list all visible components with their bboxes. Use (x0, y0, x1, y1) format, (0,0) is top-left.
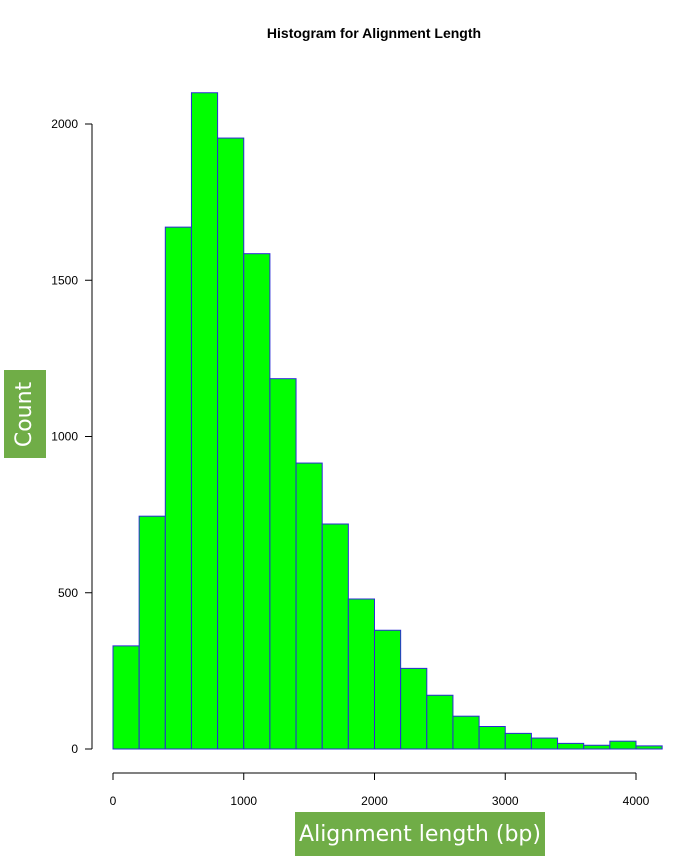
x-axis-label: Alignment length (bp) (299, 821, 541, 847)
histogram-bar (347, 598, 376, 750)
histogram-bar (530, 737, 559, 750)
x-tick-label: 0 (110, 794, 117, 808)
y-tick-label: 1500 (51, 273, 78, 287)
histogram-bar (112, 645, 140, 750)
y-axis-label: Count (12, 381, 38, 447)
histogram-bar (269, 378, 297, 750)
y-tick-label: 0 (71, 742, 78, 756)
histogram-bar (478, 726, 506, 750)
histogram-bar (164, 226, 192, 750)
x-axis: 0 1000 2000 3000 4000 (110, 772, 650, 808)
histogram-bar (504, 732, 532, 750)
histogram-bar (217, 137, 245, 750)
chart-title: Histogram for Alignment Length (267, 25, 481, 41)
histogram-bar (321, 523, 349, 750)
histogram-bar (190, 92, 219, 750)
histogram-bar (635, 745, 663, 750)
y-axis: 0 500 1000 1500 2000 (51, 117, 93, 756)
histogram-bar (452, 715, 480, 750)
y-axis-label-box: Count (4, 370, 46, 458)
x-tick-label: 4000 (623, 794, 650, 808)
histogram-bar (243, 253, 271, 750)
histogram-bar (609, 740, 637, 750)
y-tick-label: 2000 (51, 117, 78, 131)
histogram-bar (400, 667, 428, 750)
histogram-bar (583, 744, 611, 750)
bars-group (112, 92, 663, 750)
y-tick-label: 1000 (51, 430, 78, 444)
x-tick-label: 2000 (361, 794, 388, 808)
histogram-bar (557, 742, 585, 750)
histogram-bar (138, 515, 166, 750)
x-tick-label: 1000 (230, 794, 257, 808)
x-tick-label: 3000 (492, 794, 519, 808)
histogram-bar (426, 694, 454, 750)
x-axis-label-box: Alignment length (bp) (295, 812, 545, 856)
y-tick-label: 500 (58, 586, 78, 600)
histogram-bar (295, 462, 323, 750)
histogram-bar (374, 629, 402, 750)
